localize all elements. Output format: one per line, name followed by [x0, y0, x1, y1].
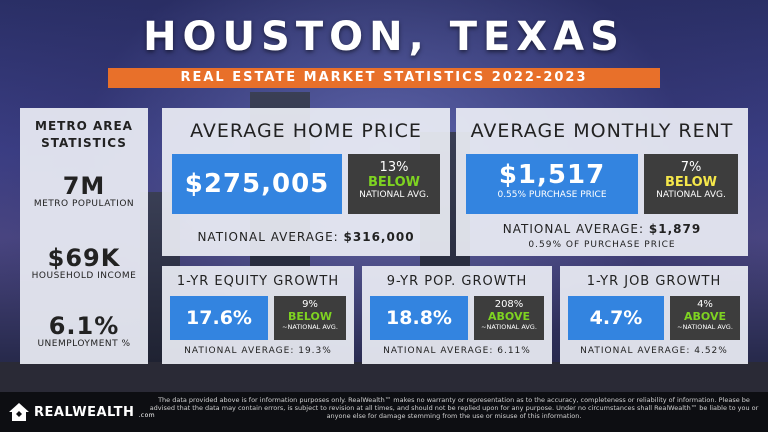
equity-compare-box: 9% BELOW ~NATIONAL AVG.: [274, 296, 346, 340]
metro-stats-panel: METRO AREA STATISTICS 7M METRO POPULATIO…: [20, 108, 148, 364]
pop-growth-compare-box: 208% ABOVE ~NATIONAL AVG.: [474, 296, 544, 340]
rent-compare-box: 7% BELOW NATIONAL AVG.: [644, 154, 738, 214]
rent-national-label: NATIONAL AVERAGE:: [502, 222, 645, 236]
subtitle-banner: REAL ESTATE MARKET STATISTICS 2022-2023: [108, 68, 660, 88]
pop-growth-value: 18.8%: [370, 296, 468, 340]
household-income-label: HOUSEHOLD INCOME: [31, 271, 137, 281]
rent-national-value: $1,879: [648, 222, 702, 236]
job-growth-compare-label: ~NATIONAL AVG.: [677, 323, 733, 331]
job-growth-national: NATIONAL AVERAGE: 4.52%: [580, 346, 728, 356]
realwealth-logo[interactable]: REALWEALTH .com: [8, 402, 155, 422]
home-price-national-value: $316,000: [343, 230, 415, 244]
equity-national: NATIONAL AVERAGE: 19.3%: [184, 346, 332, 356]
household-income-value: $69K: [47, 244, 121, 272]
job-growth-value: 4.7%: [568, 296, 664, 340]
equity-direction: BELOW: [288, 310, 332, 323]
rent-panel: AVERAGE MONTHLY RENT $1,517 0.55% PURCHA…: [456, 108, 748, 256]
pop-growth-pct: 208%: [494, 299, 524, 310]
footer: REALWEALTH .com The data provided above i…: [0, 392, 768, 432]
home-price-compare-label: NATIONAL AVG.: [359, 190, 429, 200]
rent-pct: 7%: [680, 160, 702, 175]
metro-population-value: 7M: [62, 172, 106, 200]
home-price-national-label: NATIONAL AVERAGE:: [197, 230, 339, 244]
logo-text: REALWEALTH: [34, 404, 135, 420]
pop-growth-direction: ABOVE: [488, 310, 530, 323]
pop-growth-title: 9-YR POP. GROWTH: [386, 274, 528, 289]
disclaimer-text: The data provided above is for informati…: [149, 396, 759, 420]
job-growth-direction: ABOVE: [684, 310, 726, 323]
page-title: HOUSTON, TEXAS: [143, 14, 625, 60]
rent-sub: 0.55% PURCHASE PRICE: [497, 190, 607, 200]
pop-growth-compare-label: ~NATIONAL AVG.: [481, 323, 537, 331]
rent-title: AVERAGE MONTHLY RENT: [470, 120, 734, 142]
rent-national-sub: 0.59% OF PURCHASE PRICE: [528, 240, 676, 250]
job-growth-pct: 4%: [697, 299, 713, 310]
home-price-national: NATIONAL AVERAGE: $316,000: [162, 230, 450, 244]
home-price-panel: AVERAGE HOME PRICE $275,005 13% BELOW NA…: [162, 108, 450, 256]
rent-direction: BELOW: [665, 175, 717, 190]
home-price-value: $275,005: [172, 154, 342, 214]
rent-national: NATIONAL AVERAGE: $1,879: [456, 222, 748, 236]
equity-panel: 1-YR EQUITY GROWTH 17.6% 9% BELOW ~NATIO…: [162, 266, 354, 364]
rent-value-box: $1,517 0.55% PURCHASE PRICE: [466, 154, 638, 214]
metro-title: METRO AREA STATISTICS: [35, 119, 133, 150]
metro-population-label: METRO POPULATION: [33, 199, 135, 209]
equity-title: 1-YR EQUITY GROWTH: [176, 274, 340, 289]
pop-growth-panel: 9-YR POP. GROWTH 18.8% 208% ABOVE ~NATIO…: [362, 266, 552, 364]
home-price-compare-box: 13% BELOW NATIONAL AVG.: [348, 154, 440, 214]
home-price-direction: BELOW: [368, 175, 420, 190]
home-price-pct: 13%: [379, 160, 409, 175]
pop-growth-national: NATIONAL AVERAGE: 6.11%: [383, 346, 531, 356]
equity-pct: 9%: [302, 299, 318, 310]
job-growth-title: 1-YR JOB GROWTH: [586, 274, 722, 289]
rent-compare-label: NATIONAL AVG.: [656, 190, 726, 200]
realwealth-logo-icon: [9, 403, 29, 421]
rent-value: $1,517: [498, 160, 606, 190]
job-growth-panel: 1-YR JOB GROWTH 4.7% 4% ABOVE ~NATIONAL …: [560, 266, 748, 364]
unemployment-label: UNEMPLOYMENT %: [37, 339, 131, 349]
equity-compare-label: ~NATIONAL AVG.: [282, 323, 338, 331]
logo-suffix: .com: [138, 411, 156, 419]
home-price-title: AVERAGE HOME PRICE: [190, 120, 422, 142]
skyline-base: [0, 362, 768, 392]
job-growth-compare-box: 4% ABOVE ~NATIONAL AVG.: [670, 296, 740, 340]
equity-value: 17.6%: [170, 296, 268, 340]
unemployment-value: 6.1%: [48, 312, 120, 340]
